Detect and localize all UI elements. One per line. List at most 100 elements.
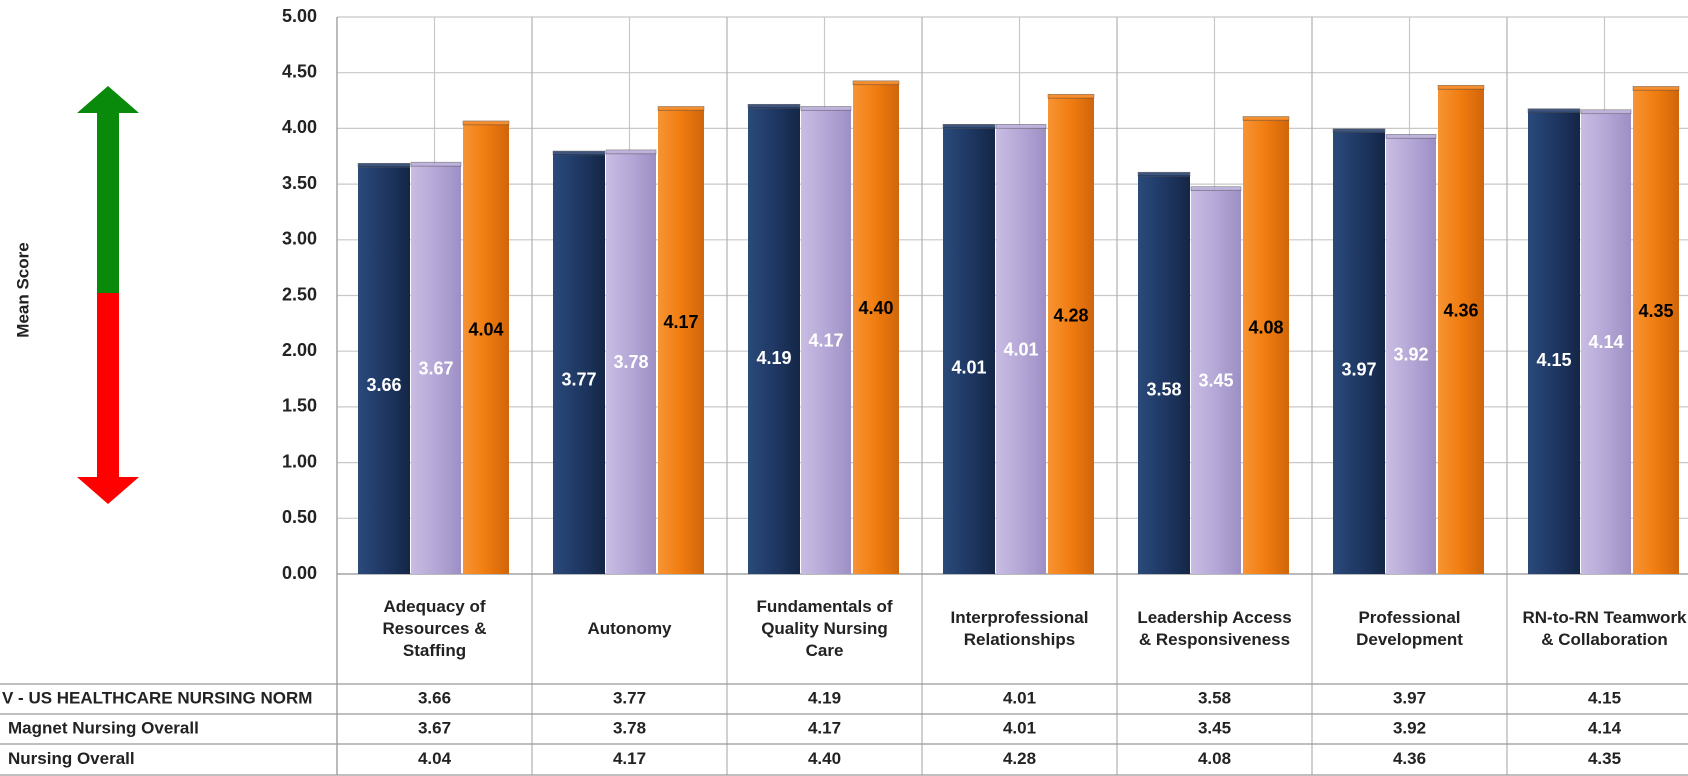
bar-top (1242, 116, 1290, 121)
data-label: 4.28 (1053, 305, 1088, 325)
bar-top (1190, 186, 1242, 191)
bar (1438, 88, 1484, 575)
bar-top (462, 120, 510, 126)
data-label: 3.97 (1341, 359, 1376, 379)
bar (1581, 112, 1631, 574)
bar-top (1385, 134, 1437, 139)
data-label: 3.45 (1198, 371, 1233, 391)
x-tick-label: Adequacy of Resources & Staffing (382, 597, 487, 660)
x-tick-label: Interprofessional Relationships (950, 608, 1089, 649)
data-label: 4.15 (1536, 350, 1571, 370)
x-tick-label: RN-to-RN Teamwork & Collaboration (1522, 608, 1687, 649)
data-label: 4.17 (663, 312, 698, 332)
table-cell: 4.08 (1198, 749, 1231, 768)
x-tick-label: Leadership Access & Responsiveness (1137, 608, 1292, 649)
data-label: 3.58 (1146, 379, 1181, 399)
bar (658, 109, 704, 574)
table-cell: 4.17 (808, 718, 841, 737)
table-cell: 4.14 (1588, 718, 1622, 737)
bar-top (1047, 93, 1095, 99)
bar (1048, 97, 1094, 574)
bar-top (942, 124, 996, 129)
table-cell: 3.66 (418, 688, 451, 707)
bar-top (852, 80, 900, 86)
table-cell: 3.58 (1198, 688, 1231, 707)
y-tick-label: 0.50 (282, 507, 317, 527)
table-cell: 3.92 (1393, 718, 1426, 737)
data-label: 4.40 (858, 298, 893, 318)
bar (748, 107, 800, 574)
data-label: 4.17 (808, 330, 843, 350)
y-tick-label: 0.00 (282, 563, 317, 583)
bar (1386, 137, 1436, 574)
data-label: 4.08 (1248, 317, 1283, 337)
bar-top (747, 103, 801, 109)
bar (411, 165, 461, 575)
bar-top (800, 106, 852, 111)
y-tick-label: 3.50 (282, 173, 317, 193)
table-cell: 4.19 (808, 688, 841, 707)
down-arrow (77, 293, 139, 504)
bar-top (1580, 109, 1632, 115)
bar-top (657, 106, 705, 111)
table-cell: 4.01 (1003, 718, 1036, 737)
table-cell: 4.17 (613, 749, 646, 768)
y-axis-title: Mean Score (13, 242, 32, 337)
y-tick-label: 1.00 (282, 451, 317, 471)
bar (1138, 175, 1190, 575)
bar-top (1527, 108, 1581, 113)
table-cell: 4.01 (1003, 688, 1036, 707)
y-tick-label: 4.00 (282, 117, 317, 137)
table-cell: 4.28 (1003, 749, 1036, 768)
bar (1528, 111, 1580, 574)
table-cell: 3.77 (613, 688, 646, 707)
data-label: 4.36 (1443, 300, 1478, 320)
bar-top (605, 149, 657, 155)
data-label: 4.35 (1638, 301, 1673, 321)
bar (943, 127, 995, 574)
up-arrow (77, 86, 139, 293)
legend-label: Nursing Overall (8, 749, 135, 768)
y-tick-label: 2.50 (282, 284, 317, 304)
y-tick-label: 4.50 (282, 61, 317, 81)
bar (853, 83, 899, 574)
table-cell: 4.35 (1588, 749, 1621, 768)
table-cell: 4.04 (418, 749, 452, 768)
bar-top (1137, 171, 1191, 177)
legend-label: V - US HEALTHCARE NURSING NORM (2, 688, 312, 707)
bar-top (1632, 86, 1680, 91)
bar-top (1332, 128, 1386, 133)
bar-top (552, 150, 606, 156)
data-label: 3.92 (1393, 344, 1428, 364)
table-cell: 4.40 (808, 749, 841, 768)
data-label: 4.14 (1588, 332, 1623, 352)
data-label: 3.66 (366, 375, 401, 395)
bar (1243, 119, 1289, 574)
x-tick-label: Fundamentals of Quality Nursing Care (756, 597, 893, 660)
bar-top (1437, 85, 1485, 90)
data-label: 4.01 (951, 357, 986, 377)
bar (1333, 131, 1385, 574)
data-label: 4.04 (468, 320, 503, 340)
data-label: 4.01 (1003, 339, 1038, 359)
bar-top (357, 163, 411, 168)
bar-top (410, 161, 462, 167)
y-tick-label: 1.50 (282, 396, 317, 416)
bar (606, 152, 656, 574)
legend-label: Magnet Nursing Overall (8, 718, 199, 737)
y-tick-label: 2.00 (282, 340, 317, 360)
x-tick-label: Professional Development (1356, 608, 1463, 649)
table-cell: 4.15 (1588, 688, 1621, 707)
y-tick-label: 5.00 (282, 6, 317, 26)
bar (801, 109, 851, 574)
data-label: 4.19 (756, 348, 791, 368)
bar (553, 154, 605, 574)
bar (463, 123, 509, 574)
table-cell: 3.45 (1198, 718, 1231, 737)
bar (1633, 89, 1679, 574)
data-label: 3.78 (613, 352, 648, 372)
table-cell: 3.78 (613, 718, 646, 737)
bar (1191, 189, 1241, 575)
